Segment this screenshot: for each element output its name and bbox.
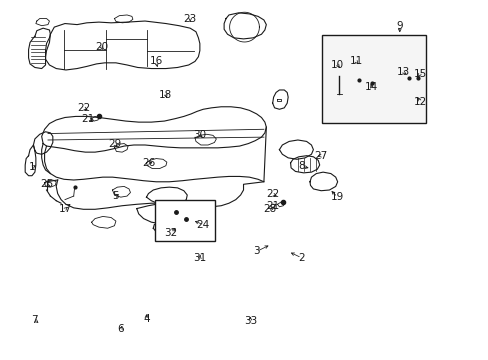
Text: 17: 17 <box>58 204 71 214</box>
Text: 20: 20 <box>95 42 108 52</box>
Text: 24: 24 <box>196 220 209 230</box>
Text: 13: 13 <box>396 67 409 77</box>
Text: 11: 11 <box>349 57 362 66</box>
Text: 2: 2 <box>298 253 305 263</box>
Text: 22: 22 <box>77 103 90 113</box>
Text: 6: 6 <box>117 324 124 334</box>
Text: 7: 7 <box>32 315 38 325</box>
Text: 9: 9 <box>396 21 402 31</box>
Text: 32: 32 <box>164 228 177 238</box>
Text: 21: 21 <box>81 113 95 123</box>
Text: 4: 4 <box>143 314 149 324</box>
Text: 22: 22 <box>265 189 279 199</box>
Text: 23: 23 <box>183 14 196 23</box>
Text: 27: 27 <box>314 151 327 161</box>
Text: 1: 1 <box>29 162 35 172</box>
Text: 5: 5 <box>112 191 119 201</box>
Text: 30: 30 <box>193 130 206 140</box>
Text: 3: 3 <box>253 247 260 256</box>
Text: 14: 14 <box>364 82 378 92</box>
Text: 21: 21 <box>265 201 279 211</box>
Text: 12: 12 <box>413 97 426 107</box>
Text: 29: 29 <box>108 139 121 149</box>
Text: 15: 15 <box>413 68 426 78</box>
Bar <box>154 200 215 241</box>
Text: 31: 31 <box>193 253 206 263</box>
Text: 19: 19 <box>330 192 344 202</box>
Text: 10: 10 <box>330 60 344 70</box>
Bar <box>322 35 426 123</box>
Text: 25: 25 <box>40 179 53 189</box>
Text: 28: 28 <box>263 204 276 214</box>
Text: 8: 8 <box>298 161 305 171</box>
Text: 16: 16 <box>149 57 163 66</box>
Text: 18: 18 <box>159 90 172 100</box>
Text: 26: 26 <box>142 158 155 168</box>
Text: 33: 33 <box>243 316 256 326</box>
